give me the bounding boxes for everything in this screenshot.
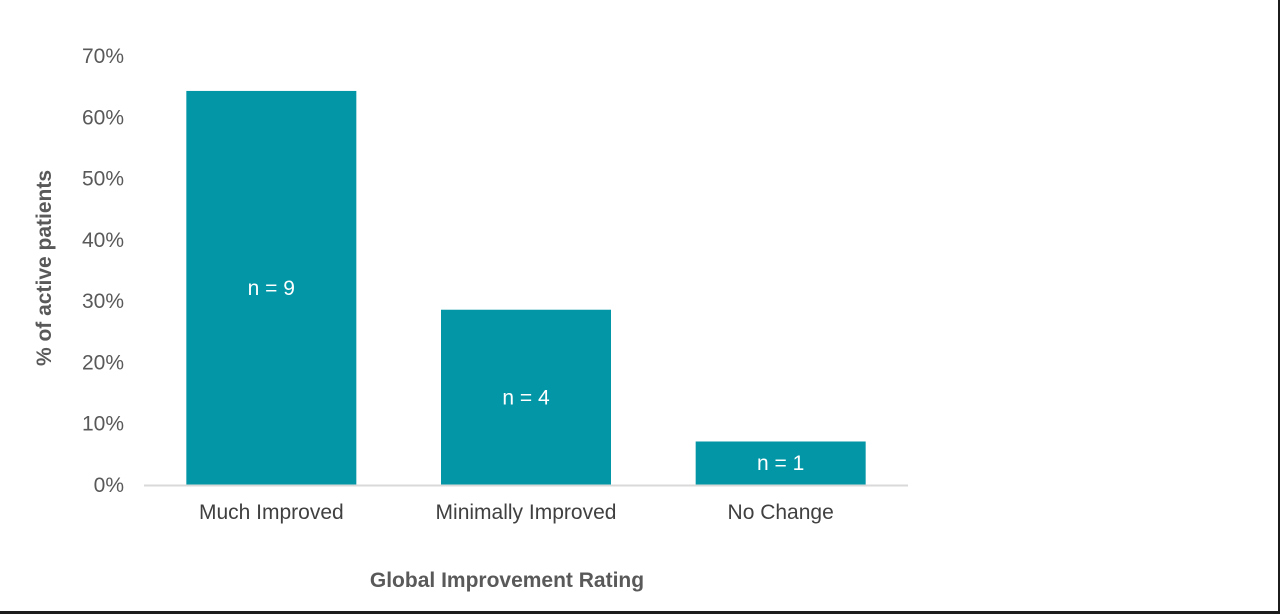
x-category-label: Much Improved bbox=[199, 501, 344, 524]
y-tick-label: 40% bbox=[82, 229, 124, 252]
y-tick-label: 10% bbox=[82, 413, 124, 436]
y-tick-label: 50% bbox=[82, 168, 124, 191]
y-axis-title: % of active patients bbox=[33, 170, 56, 366]
bar bbox=[695, 441, 866, 485]
x-category-label: No Change bbox=[728, 501, 834, 524]
y-tick-label: 60% bbox=[82, 106, 124, 129]
bar-data-label: n = 1 bbox=[757, 452, 804, 475]
x-axis-title: Global Improvement Rating bbox=[370, 569, 644, 592]
x-axis-categories: Much Improved Minimally Improved No Change bbox=[199, 501, 834, 524]
y-tick-label: 70% bbox=[82, 45, 124, 68]
y-tick-label: 0% bbox=[94, 474, 124, 497]
bar-data-label: n = 9 bbox=[248, 277, 295, 300]
bar-data-label: n = 4 bbox=[502, 386, 550, 409]
y-tick-label: 20% bbox=[82, 351, 124, 374]
bar bbox=[441, 309, 611, 485]
bars: n = 9 n = 4 n = 1 bbox=[186, 90, 866, 485]
y-axis-ticks: 0% 10% 20% 30% 40% 50% 60% 70% bbox=[82, 45, 124, 497]
y-tick-label: 30% bbox=[82, 290, 124, 313]
x-category-label: Minimally Improved bbox=[436, 501, 617, 524]
bar bbox=[186, 90, 357, 485]
